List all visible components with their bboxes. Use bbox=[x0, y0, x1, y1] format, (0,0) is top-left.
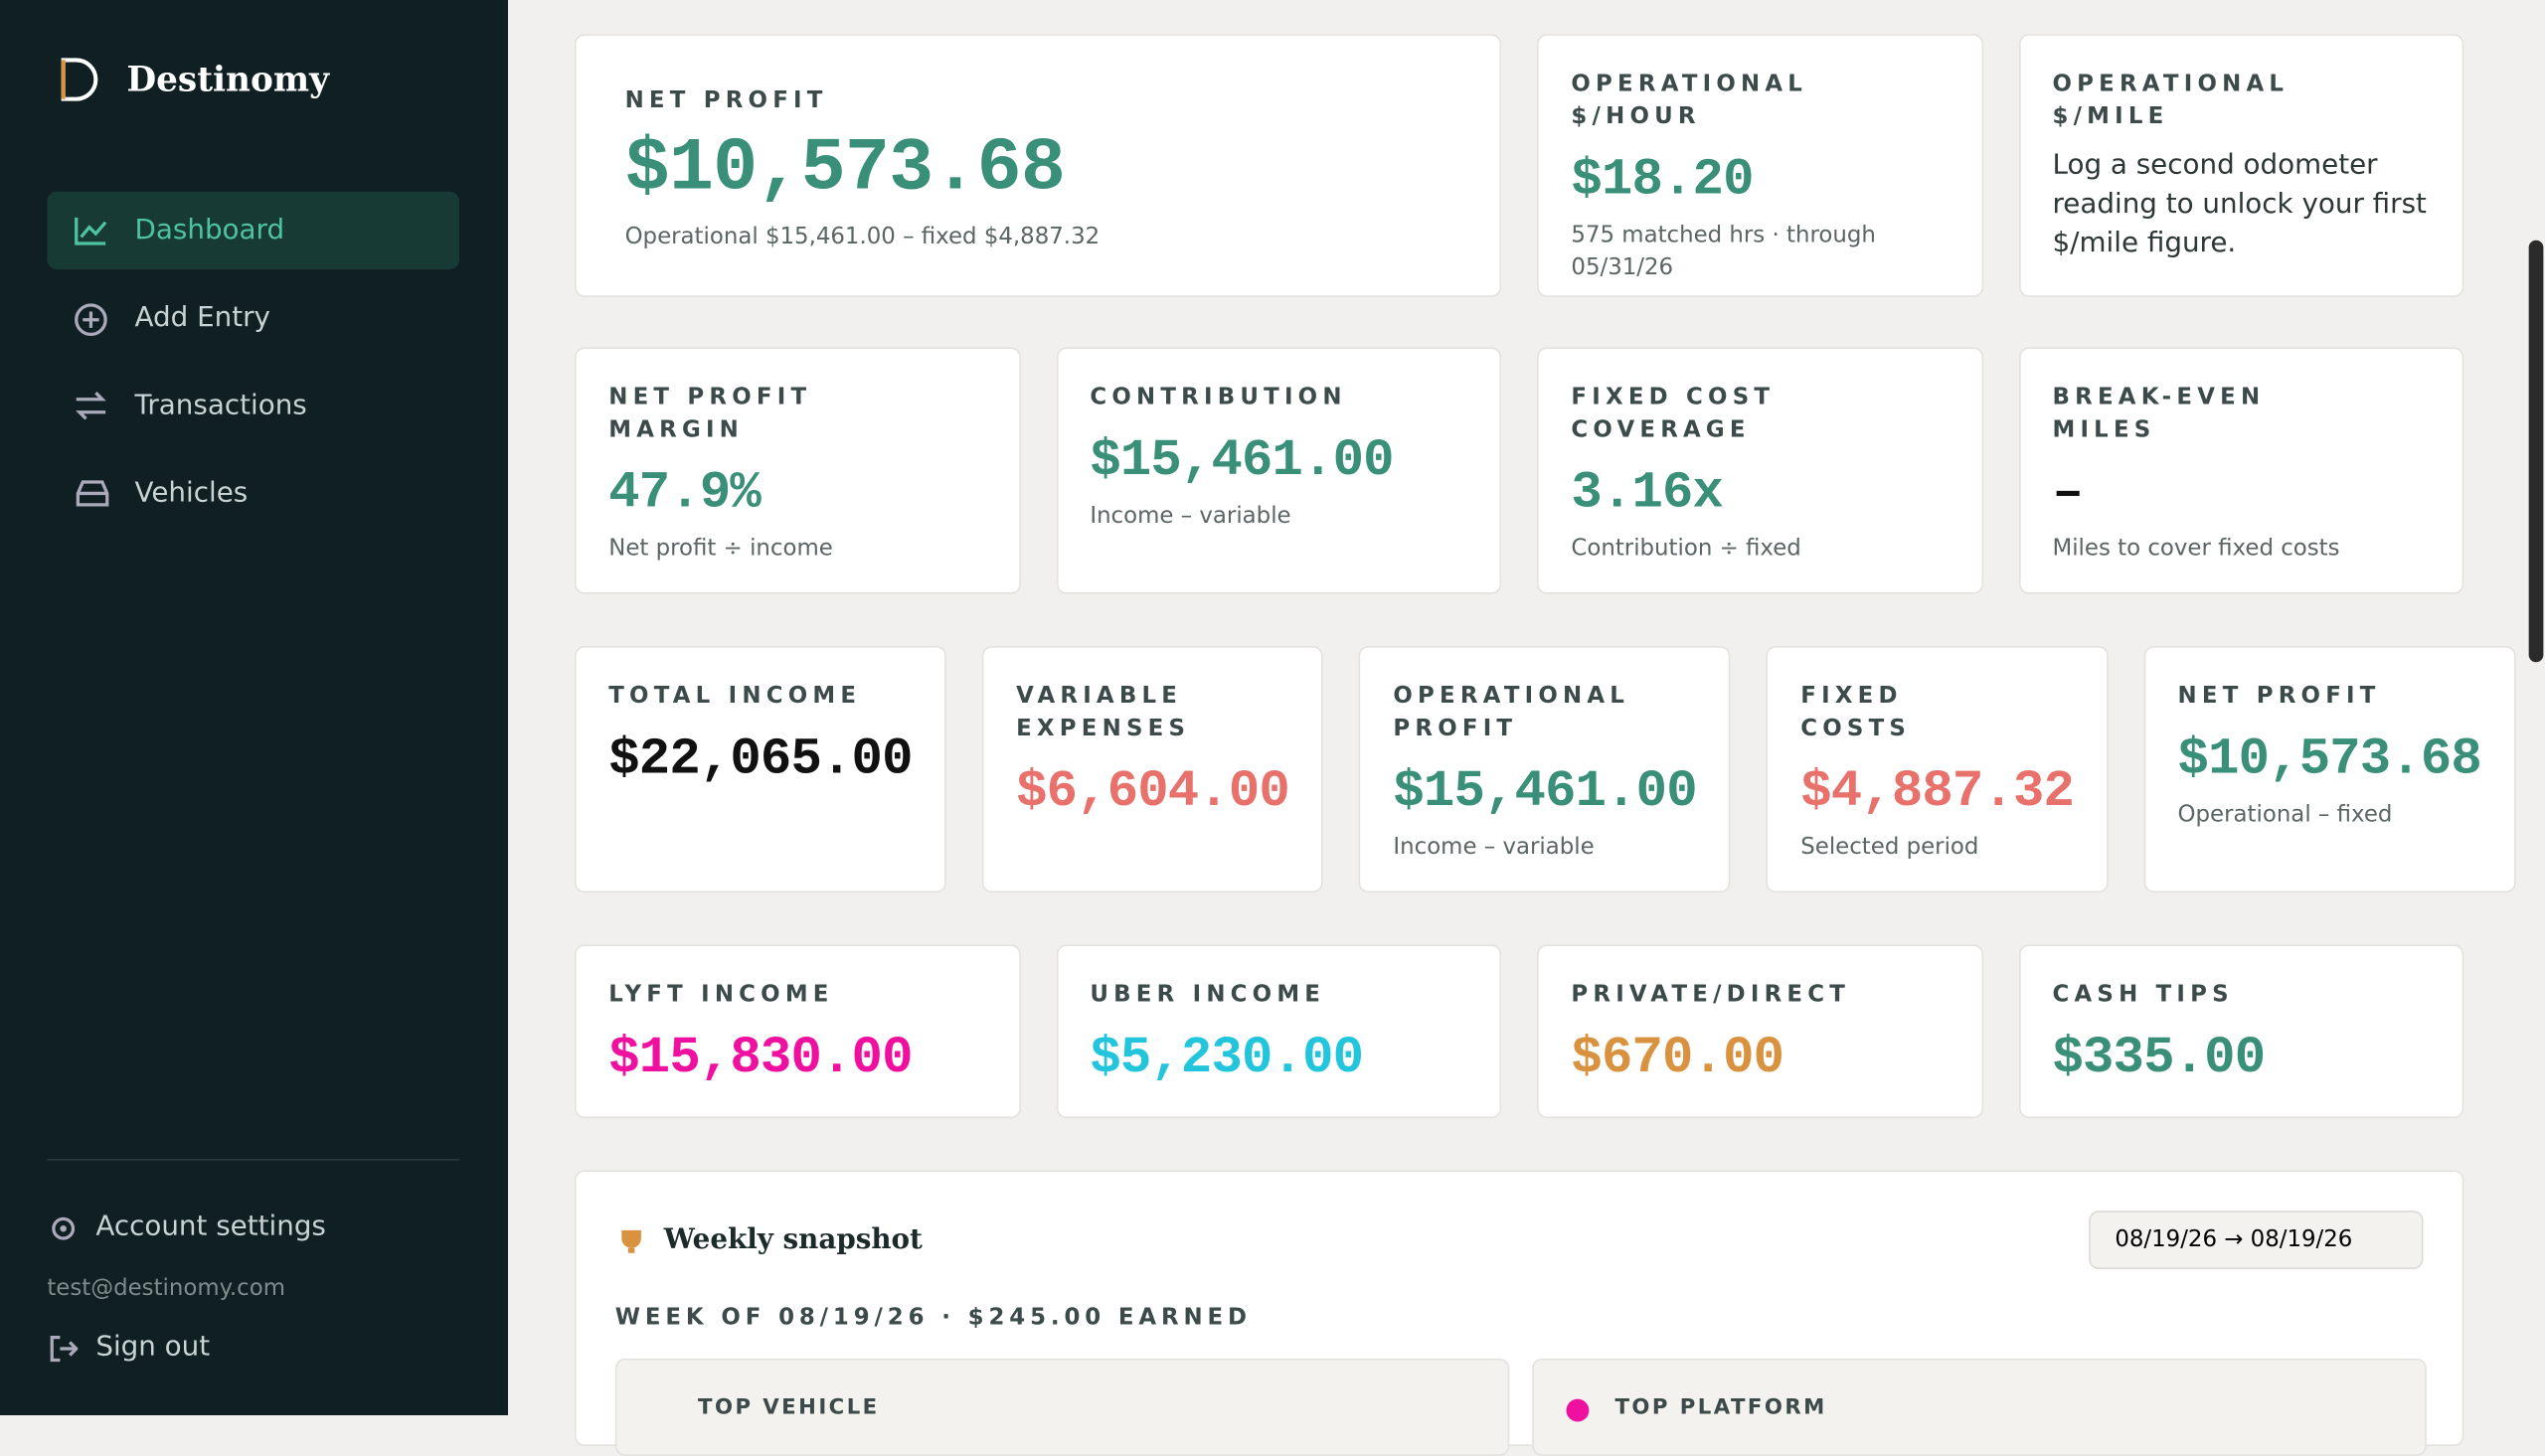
metric-note: Income – variable bbox=[1090, 503, 1291, 530]
user-email: test@destinomy.com bbox=[47, 1275, 285, 1302]
metric-card: TOTAL INCOME $22,065.00 bbox=[574, 645, 946, 893]
metric-value: $15,461.00 bbox=[1393, 760, 1697, 822]
metric-card: CASH TIPS $335.00 bbox=[2018, 944, 2464, 1119]
tile-label: TOP VEHICLE bbox=[698, 1395, 880, 1420]
metric-note: Net profit ÷ income bbox=[608, 535, 833, 563]
metric-label: VARIABLE EXPENSES bbox=[1016, 683, 1191, 742]
metric-note: Operational – fixed bbox=[2177, 801, 2393, 828]
account-settings[interactable]: Account settings bbox=[95, 1211, 326, 1243]
nav-label: Vehicles bbox=[134, 477, 249, 510]
trophy-icon bbox=[621, 1229, 641, 1253]
nav-item[interactable]: Add Entry bbox=[47, 279, 459, 357]
metric-note: Operational $15,461.00 – fixed $4,887.32 bbox=[624, 224, 1101, 250]
date-range: 08/19/26 → 08/19/26 bbox=[2115, 1226, 2353, 1253]
top-vehicle: TOP VEHICLE bbox=[614, 1358, 1510, 1456]
metric-value: $10,573.68 bbox=[2177, 728, 2482, 789]
nav-item[interactable]: Transactions bbox=[47, 367, 459, 444]
metric-value: $18.20 bbox=[1571, 149, 1754, 210]
metric-label: UBER INCOME bbox=[1090, 981, 1326, 1009]
metric-card: CONTRIBUTION $15,461.00 Income – variable bbox=[1056, 347, 1502, 594]
metric-label: OPERATIONAL $/MILE bbox=[2052, 71, 2290, 130]
metric-card: VARIABLE EXPENSES $6,604.00 bbox=[981, 645, 1324, 893]
date-range-select[interactable]: 08/19/26 → 08/19/26 bbox=[2089, 1211, 2424, 1270]
metric-card: NET PROFIT $10,573.68 Operational $15,461.… bbox=[574, 34, 1502, 297]
metric-value: $5,230.00 bbox=[1090, 1027, 1364, 1088]
metric-card: NET PROFIT $10,573.68 Operational – fixed bbox=[2143, 645, 2516, 893]
metric-label: PRIVATE/DIRECT bbox=[1571, 981, 1851, 1009]
metric-card: OPERATIONAL $/MILE Log a second odometer … bbox=[2018, 34, 2464, 297]
brand: Destinomy bbox=[126, 58, 330, 99]
metric-note: Income – variable bbox=[1393, 834, 1595, 861]
card-row: NET PROFIT MARGIN 47.9% Net profit ÷ incom… bbox=[574, 347, 2464, 594]
metric-note: Miles to cover fixed costs bbox=[2052, 535, 2340, 563]
metric-label: FIXED COSTS bbox=[1800, 683, 1912, 742]
tile-label: TOP PLATFORM bbox=[1614, 1395, 1827, 1420]
week-summary: WEEK OF 08/19/26 · $245.00 EARNED bbox=[614, 1304, 1252, 1332]
sign-out-icon bbox=[50, 1335, 79, 1363]
card-row: LYFT INCOME $15,830.00 UBER INCOME $5,230.0… bbox=[574, 944, 2464, 1119]
card-row: NET PROFIT $10,573.68 Operational $15,461.… bbox=[574, 34, 2464, 297]
metric-value: 3.16x bbox=[1571, 462, 1724, 523]
metric-label: CASH TIPS bbox=[2052, 981, 2234, 1009]
metric-label: NET PROFIT bbox=[624, 87, 828, 114]
metric-card: LYFT INCOME $15,830.00 bbox=[574, 944, 1021, 1119]
sign-out[interactable]: Sign out bbox=[95, 1331, 211, 1364]
metric-card: OPERATIONAL PROFIT $15,461.00 Income – var… bbox=[1359, 645, 1732, 893]
metric-value: $22,065.00 bbox=[608, 728, 913, 789]
metric-card: UBER INCOME $5,230.00 bbox=[1056, 944, 1502, 1119]
metric-label: LYFT INCOME bbox=[608, 981, 834, 1009]
metric-label: TOTAL INCOME bbox=[608, 683, 862, 710]
logo bbox=[61, 58, 98, 101]
metric-label: NET PROFIT bbox=[2177, 683, 2381, 710]
nav-item[interactable]: Vehicles bbox=[47, 454, 459, 532]
snapshot-title: Weekly snapshot bbox=[663, 1223, 923, 1256]
metric-card: PRIVATE/DIRECT $670.00 bbox=[1537, 944, 1983, 1119]
divider bbox=[47, 1158, 460, 1161]
metric-card: FIXED COST COVERAGE 3.16x Contribution ÷ f… bbox=[1537, 347, 1983, 594]
nav-item[interactable]: Dashboard bbox=[47, 191, 460, 270]
metric-value: $335.00 bbox=[2052, 1027, 2266, 1088]
metric-label: BREAK-EVEN MILES bbox=[2052, 385, 2266, 443]
top-platform: TOP PLATFORM bbox=[1532, 1358, 2427, 1456]
metric-note: Selected period bbox=[1800, 834, 1979, 861]
metric-card: FIXED COSTS $4,887.32 Selected period bbox=[1766, 645, 2109, 893]
gear-icon bbox=[52, 1216, 76, 1240]
nav-label: Dashboard bbox=[134, 214, 285, 247]
metric-label: OPERATIONAL PROFIT bbox=[1393, 683, 1630, 742]
metric-card: BREAK-EVEN MILES – Miles to cover fixed co… bbox=[2018, 347, 2464, 594]
nav-label: Add Entry bbox=[134, 301, 270, 335]
metric-card: OPERATIONAL $/HOUR $18.20 575 matched hrs … bbox=[1537, 34, 1983, 297]
metric-label: OPERATIONAL $/HOUR bbox=[1571, 71, 1808, 130]
metric-label: CONTRIBUTION bbox=[1090, 385, 1347, 411]
metric-value: $6,604.00 bbox=[1016, 760, 1290, 822]
metric-value: $4,887.32 bbox=[1800, 760, 2075, 822]
metric-value: 47.9% bbox=[608, 462, 761, 523]
card-row: TOTAL INCOME $22,065.00 VARIABLE EXPENSES $… bbox=[574, 645, 2516, 893]
metric-note: Contribution ÷ fixed bbox=[1571, 535, 1801, 563]
metric-label: NET PROFIT MARGIN bbox=[608, 385, 812, 443]
metric-value: $10,573.68 bbox=[624, 126, 1066, 212]
metric-card: NET PROFIT MARGIN 47.9% Net profit ÷ incom… bbox=[574, 347, 1021, 594]
metric-value: – bbox=[2052, 462, 2084, 523]
nav-label: Transactions bbox=[134, 389, 307, 422]
metric-text: Log a second odometer reading to unlock … bbox=[2052, 149, 2427, 260]
metric-value: $15,830.00 bbox=[608, 1027, 913, 1088]
weekly-snapshot: Weekly snapshot 08/19/26 → 08/19/26 WEEK… bbox=[574, 1170, 2464, 1456]
metric-value: $15,461.00 bbox=[1090, 429, 1394, 491]
scrollbar[interactable] bbox=[2528, 240, 2544, 663]
sidebar: Destinomy Dashboard Add Entry Transactio… bbox=[0, 0, 509, 1416]
metric-label: FIXED COST COVERAGE bbox=[1571, 385, 1776, 443]
metric-note: 575 matched hrs · through 05/31/26 bbox=[1571, 222, 1876, 281]
metric-value: $670.00 bbox=[1571, 1027, 1784, 1088]
